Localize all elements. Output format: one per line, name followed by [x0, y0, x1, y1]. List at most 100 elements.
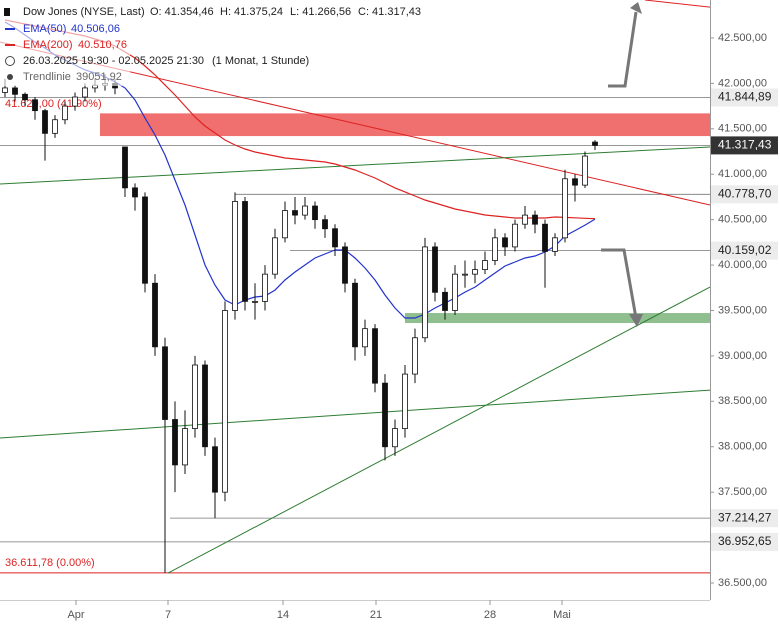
candle-body: [442, 291, 448, 311]
arrow-down: [601, 248, 638, 319]
arrow-up: [608, 11, 638, 88]
candle-body: [282, 210, 288, 239]
candle-body: [392, 428, 398, 448]
candle-body: [202, 364, 208, 448]
legend-bg: [0, 0, 130, 86]
legend-icon: [7, 74, 13, 80]
price-box-label: 36.952,65: [718, 534, 772, 548]
candle-body: [502, 237, 508, 248]
price-box: [711, 136, 778, 155]
price-box-label: 40.159,02: [718, 243, 772, 257]
candle-body: [402, 373, 408, 429]
trendline: [0, 389, 711, 439]
price-box: [711, 509, 778, 528]
candle-body: [382, 382, 388, 448]
y-tick-label: 39.500,00: [718, 304, 767, 316]
x-tick-label: 7: [165, 609, 171, 621]
legend-ema200: EMA(200): [23, 39, 73, 51]
candle-body: [72, 96, 78, 107]
candle-body: [192, 364, 198, 429]
candle-body: [182, 428, 188, 466]
candle-body: [242, 201, 248, 302]
candle-body: [222, 310, 228, 493]
candle-body: [212, 446, 218, 493]
x-tick-label: Apr: [67, 609, 84, 621]
candle-body: [482, 260, 488, 271]
legend-trend-value: 39051,92: [76, 71, 122, 83]
legend: Dow Jones (NYSE, Last) O: 41.354,46 H: 4…: [0, 0, 421, 86]
x-tick-label: 21: [370, 609, 382, 621]
zone: [100, 113, 710, 137]
candle-body: [232, 201, 238, 311]
legend-ema50-value: 40.506,06: [71, 23, 120, 35]
candle-body: [132, 187, 138, 198]
candle-body: [532, 214, 538, 225]
legend-trend: Trendlinie: [23, 71, 71, 83]
candle-body: [152, 282, 158, 348]
legend-icon: [5, 56, 15, 66]
candle-body: [452, 273, 458, 311]
price-box: [711, 88, 778, 107]
candle-body: [462, 273, 468, 276]
x-tick-label: Mai: [553, 609, 571, 621]
candle-body: [302, 205, 308, 216]
price-box-label: 40.778,70: [718, 187, 772, 201]
candle-body: [542, 223, 548, 252]
y-tick-label: 38.500,00: [718, 395, 767, 407]
y-tick-label: 41.500,00: [718, 123, 767, 135]
candle-body: [12, 87, 18, 95]
y-tick-label: 39.000,00: [718, 350, 767, 362]
candle-body: [262, 273, 268, 302]
legend-open: O: 41.354,46: [150, 6, 214, 18]
candle-body: [432, 246, 438, 293]
candle-body: [572, 178, 578, 186]
trendline: [167, 286, 711, 574]
y-tick-label: 36.500,00: [718, 577, 767, 589]
candle-body: [272, 237, 278, 275]
legend-close: C: 41.317,43: [358, 6, 421, 18]
trendline: [0, 146, 711, 185]
candle-body: [82, 87, 88, 98]
y-tick-label: 42.500,00: [718, 32, 767, 44]
candle-body: [512, 223, 518, 248]
annotation: 36.611,78 (0.00%): [5, 557, 95, 569]
candle-body: [162, 346, 168, 420]
candle-body: [492, 237, 498, 261]
y-tick-label: 38.000,00: [718, 441, 767, 453]
legend-low: L: 41.266,56: [290, 6, 351, 18]
candle-body: [62, 105, 68, 121]
candle-body: [552, 237, 558, 252]
candle-body: [592, 141, 598, 146]
legend-icon: [4, 8, 10, 16]
candle-body: [22, 93, 28, 101]
trendline: [644, 0, 711, 8]
x-tick-label: 28: [484, 609, 496, 621]
y-tick-label: 41.000,00: [718, 168, 767, 180]
candle-body: [122, 146, 128, 189]
arrow-head: [629, 314, 643, 327]
legend-ema200-value: 40.510,76: [78, 39, 127, 51]
legend-interval: (1 Monat, 1 Stunde): [212, 55, 309, 67]
y-tick-label: 42.000,00: [718, 77, 767, 89]
candle-body: [172, 419, 178, 466]
candle-body: [52, 119, 58, 134]
y-tick-label: 37.500,00: [718, 486, 767, 498]
candle-body: [292, 210, 298, 216]
price-box: [711, 241, 778, 260]
candle-body: [472, 269, 478, 275]
candle-body: [522, 214, 528, 225]
price-box-label: 41.317,43: [718, 138, 772, 152]
zone: [405, 313, 710, 324]
candle-body: [422, 246, 428, 339]
y-tick-label: 40.000,00: [718, 259, 767, 271]
candle-body: [412, 337, 418, 375]
legend-high: H: 41.375,24: [220, 6, 283, 18]
candle-body: [32, 99, 38, 112]
legend-ema50: EMA(50): [23, 23, 66, 35]
price-box-label: 41.844,89: [718, 90, 772, 104]
y-tick-label: 40.500,00: [718, 214, 767, 226]
candle-body: [352, 282, 358, 348]
candle-body: [372, 328, 378, 384]
arrow-head: [630, 2, 642, 14]
